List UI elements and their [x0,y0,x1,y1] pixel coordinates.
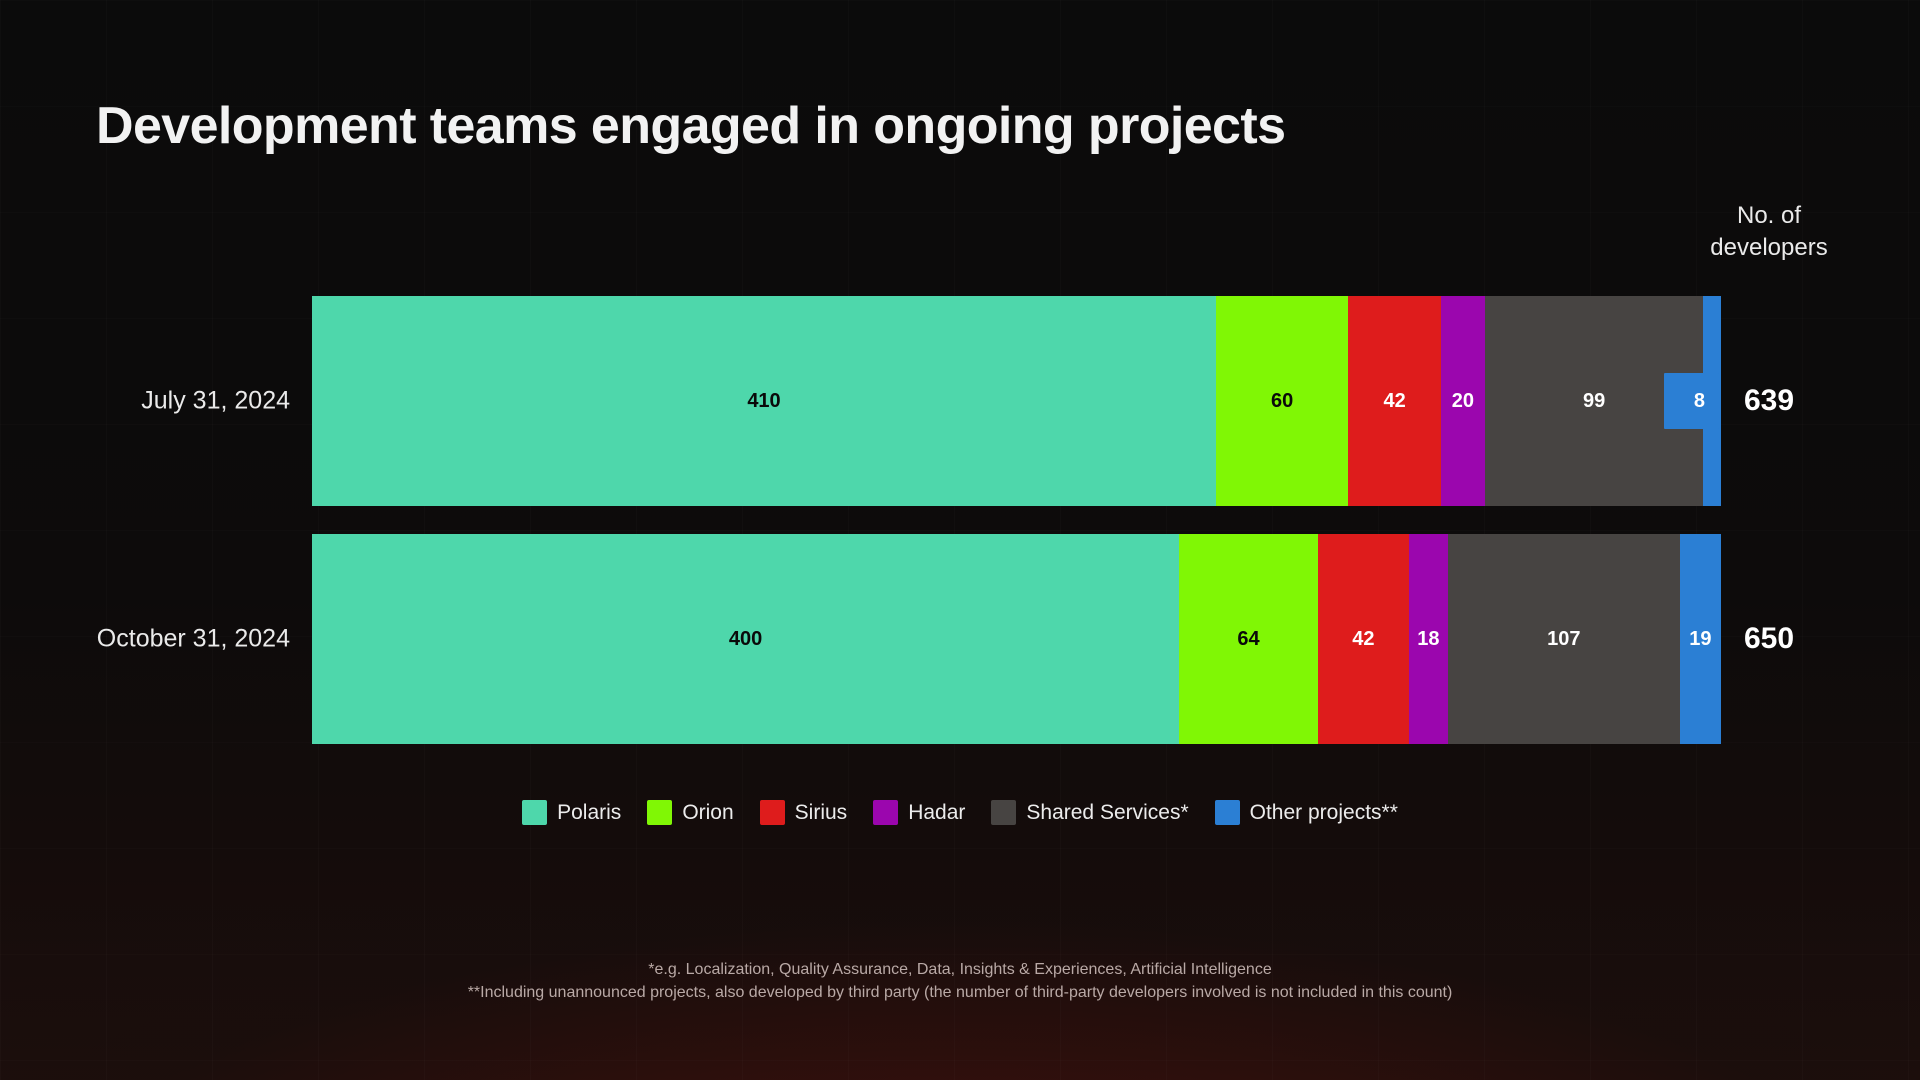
bar-segment-shared-services[interactable]: 107 [1447,534,1680,744]
legend-swatch-icon [1214,800,1240,825]
row-label: October 31, 2024 [96,624,290,653]
stacked-bar: 410 60 42 20 99 8 [312,296,1721,506]
legend-swatch-icon [873,800,899,825]
segment-value: 19 [1689,628,1712,650]
legend-label: Polaris [557,800,622,824]
segment-value: 18 [1417,628,1440,650]
stacked-bar: 400 64 42 18 107 19 [312,534,1721,744]
value-axis-header: No. of developers [1664,200,1874,264]
row-label: July 31, 2024 [141,386,290,415]
legend-label: Sirius [794,800,848,824]
segment-value: 60 [1271,390,1294,412]
bar-segment-orion[interactable]: 64 [1179,534,1318,744]
chart-legend: Polaris Orion Sirius Hadar Shared Servic… [0,800,1920,825]
legend-item-polaris[interactable]: Polaris [522,800,621,825]
segment-value: 42 [1352,628,1375,650]
value-axis-header-line2: developers [1710,234,1828,261]
segment-value: 400 [728,628,763,650]
bar-segment-hadar[interactable]: 20 [1440,296,1485,506]
legend-swatch-icon [522,800,548,825]
legend-item-sirius[interactable]: Sirius [759,800,848,825]
page-title: Development teams engaged in ongoing pro… [96,97,1286,155]
footnote-other-projects: **Including unannounced projects, also d… [467,984,1453,1001]
legend-item-other-projects[interactable]: Other projects** [1214,800,1398,825]
bar-segment-sirius[interactable]: 42 [1348,296,1441,506]
legend-item-hadar[interactable]: Hadar [873,800,965,825]
row-total: 650 [1743,622,1795,655]
segment-value: 20 [1451,390,1475,412]
bar-segment-polaris[interactable]: 410 [312,296,1216,506]
bar-segment-polaris[interactable]: 400 [312,534,1180,744]
legend-swatch-icon [759,800,785,825]
legend-item-orion[interactable]: Orion [647,800,734,825]
footnote-shared-services: *e.g. Localization, Quality Assurance, D… [648,961,1272,978]
segment-value: 99 [1582,390,1606,412]
segment-value: 8 [1663,373,1719,429]
value-axis-header-line1: No. of [1736,202,1802,229]
chart-row: October 31, 2024 400 64 42 18 107 [0,534,1920,744]
chart-row: July 31, 2024 410 60 42 20 99 8 [0,296,1920,506]
segment-value: 64 [1237,628,1260,650]
footnotes: *e.g. Localization, Quality Assurance, D… [0,958,1920,1004]
bar-segment-orion[interactable]: 60 [1216,296,1349,506]
segment-value: 107 [1547,628,1581,650]
bar-segment-sirius[interactable]: 42 [1317,534,1409,744]
bar-segment-other-projects[interactable]: 19 [1679,534,1721,744]
segment-value: 410 [747,390,781,412]
legend-swatch-icon [991,800,1017,825]
legend-label: Shared Services* [1026,800,1189,824]
legend-item-shared-services[interactable]: Shared Services* [991,800,1189,825]
bar-segment-other-projects[interactable]: 8 [1663,296,1721,506]
bar-segment-hadar[interactable]: 18 [1408,534,1448,744]
legend-swatch-icon [647,800,673,825]
segment-value: 42 [1383,390,1406,412]
stacked-bar-chart: July 31, 2024 410 60 42 20 99 8 [0,296,1920,772]
legend-label: Hadar [908,800,966,824]
row-total: 639 [1743,384,1795,417]
legend-label: Orion [682,800,734,824]
legend-label: Other projects** [1249,800,1398,824]
